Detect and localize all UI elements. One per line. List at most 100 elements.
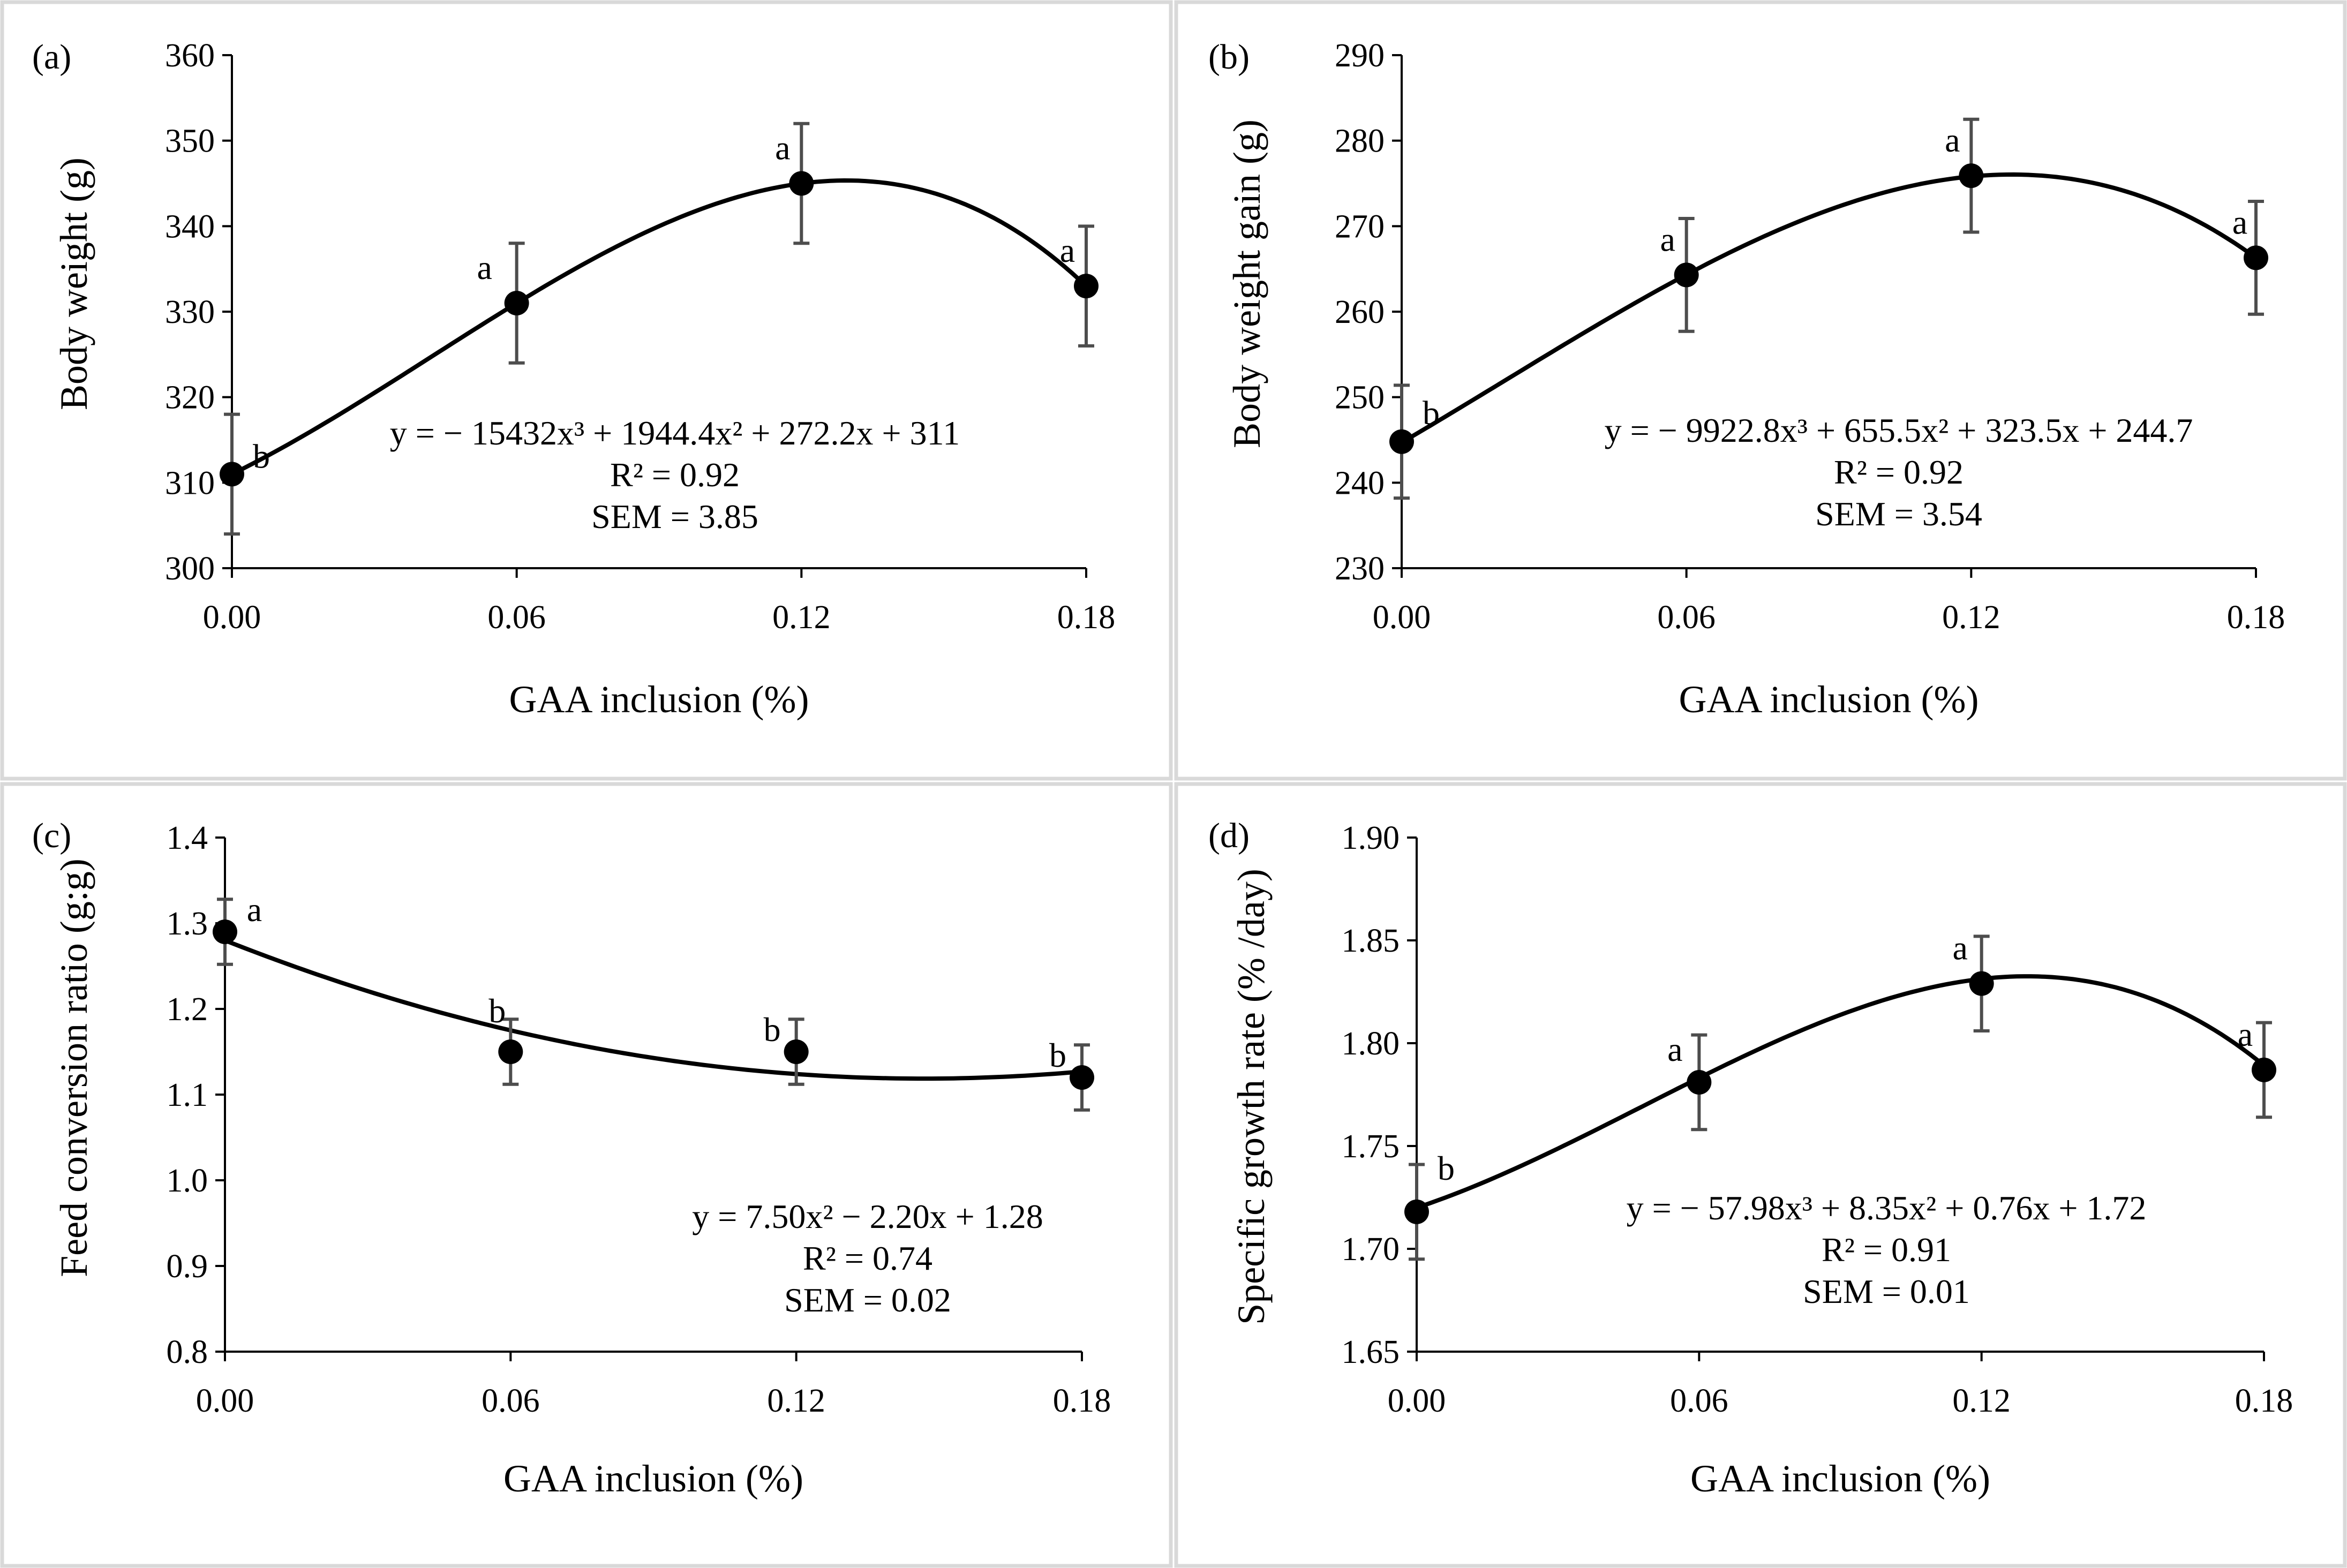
- y-tick-label: 290: [1335, 37, 1385, 74]
- x-tick-label: 0.00: [1388, 1383, 1446, 1419]
- y-tick-label: 320: [165, 380, 215, 416]
- x-axis-title: GAA inclusion (%): [1690, 1457, 1990, 1500]
- y-tick-label: 280: [1335, 123, 1385, 160]
- sem-label: SEM = 0.02: [784, 1281, 951, 1319]
- significance-letter: a: [2232, 203, 2247, 241]
- y-tick-label: 1.0: [167, 1163, 208, 1199]
- y-tick-label: 1.75: [1342, 1128, 1400, 1165]
- significance-letter: a: [1660, 220, 1675, 258]
- y-tick-label: 230: [1335, 551, 1385, 587]
- y-tick-label: 1.70: [1342, 1231, 1400, 1268]
- y-axis-title: Feed conversion ratio (g:g): [52, 858, 95, 1277]
- data-point: [213, 919, 237, 944]
- y-tick-label: 1.85: [1342, 923, 1400, 959]
- y-tick-label: 310: [165, 465, 215, 501]
- panel-frame: [1174, 0, 2347, 781]
- r-squared-label: R² = 0.92: [610, 456, 740, 494]
- panel-d: 1.65 1.70 1.75 1.80 1.85 1.90 0.00 0.06 0.12 0.18…: [1174, 782, 2347, 1568]
- x-tick-label: 0.06: [1670, 1383, 1728, 1419]
- data-point: [784, 1039, 809, 1064]
- x-axis-title: GAA inclusion (%): [503, 1457, 803, 1500]
- regression-equation: y = − 9922.8x³ + 655.5x² + 323.5x + 244.…: [1605, 411, 2193, 449]
- panel-c: 0.8 0.9 1.0 1.1 1.2 1.3 1.4 0.00 0.06 0.12 0.18 GAA…: [0, 782, 1173, 1568]
- x-tick-label: 0.06: [1657, 599, 1716, 636]
- y-tick-label: 360: [165, 37, 215, 74]
- x-tick-label: 0.18: [1057, 599, 1116, 636]
- panel-frame: [1174, 782, 2347, 1568]
- panel-frame: [0, 0, 1173, 781]
- data-point: [1404, 1199, 1429, 1224]
- y-tick-label: 0.9: [167, 1248, 208, 1285]
- data-point: [498, 1039, 523, 1064]
- data-point: [1674, 262, 1699, 288]
- y-tick-label: 350: [165, 123, 215, 160]
- regression-equation: y = 7.50x² − 2.20x + 1.28: [692, 1197, 1043, 1235]
- y-tick-label: 1.80: [1342, 1026, 1400, 1062]
- x-tick-label: 0.18: [1053, 1383, 1111, 1419]
- r-squared-label: R² = 0.91: [1822, 1231, 1951, 1269]
- y-tick-label: 1.90: [1342, 820, 1400, 856]
- fitted-curve: [1416, 974, 2266, 1210]
- significance-letter: b: [253, 437, 270, 475]
- r-squared-label: R² = 0.92: [1834, 453, 1964, 491]
- sem-label: SEM = 3.85: [591, 497, 758, 536]
- data-point: [1389, 429, 1414, 454]
- data-point: [1959, 163, 1984, 189]
- data-point: [504, 291, 529, 316]
- y-tick-label: 1.2: [167, 991, 208, 1028]
- y-tick-label: 1.65: [1342, 1334, 1400, 1370]
- y-tick-label: 300: [165, 551, 215, 587]
- x-tick-label: 0.06: [482, 1383, 540, 1419]
- significance-letter: b: [1438, 1149, 1455, 1187]
- significance-letter: a: [1667, 1030, 1682, 1068]
- y-axis-title: Body weight gain (g): [1225, 119, 1268, 448]
- y-tick-label: 250: [1335, 380, 1385, 416]
- significance-letter: b: [1049, 1036, 1066, 1074]
- y-tick-label: 0.8: [167, 1334, 208, 1370]
- data-point: [220, 462, 244, 487]
- y-tick-label: 270: [1335, 208, 1385, 245]
- x-axis-title: GAA inclusion (%): [509, 678, 809, 721]
- panel-a: 300 310 320 330 340 350 360 0.00 0.06 0.12 0.18 GAA…: [0, 0, 1173, 781]
- significance-letter: b: [488, 992, 506, 1030]
- y-tick-label: 260: [1335, 294, 1385, 330]
- x-tick-label: 0.06: [487, 599, 546, 636]
- data-point: [1074, 274, 1099, 299]
- x-tick-label: 0.00: [203, 599, 261, 636]
- x-tick-label: 0.12: [772, 599, 831, 636]
- x-tick-label: 0.18: [2227, 599, 2285, 636]
- panel-label: (c): [32, 816, 71, 855]
- y-tick-label: 1.1: [167, 1077, 208, 1113]
- data-point: [1687, 1069, 1712, 1095]
- y-tick-label: 340: [165, 208, 215, 245]
- significance-letter: a: [477, 248, 492, 287]
- y-tick-label: 330: [165, 294, 215, 330]
- y-axis-title: Body weight (g): [52, 157, 95, 410]
- data-point: [789, 171, 814, 196]
- fitted-curve: [231, 178, 1088, 476]
- significance-letter: a: [2238, 1015, 2253, 1053]
- y-axis-title: Specific growth rate (% /day): [1230, 869, 1273, 1325]
- panel-frame: [0, 782, 1173, 1568]
- panel-label: (a): [32, 37, 71, 77]
- fitted-curve: [224, 938, 1082, 1081]
- panel-label: (d): [1208, 816, 1250, 855]
- significance-letter: a: [247, 891, 262, 929]
- panel-label: (b): [1208, 37, 1250, 77]
- panel-b: 230 240 250 260 270 280 290 0.00 0.06 0.12 0.18 GAA…: [1174, 0, 2347, 781]
- x-tick-label: 0.18: [2235, 1383, 2293, 1419]
- data-point: [1969, 971, 1994, 996]
- regression-equation: y = − 15432x³ + 1944.4x² + 272.2x + 311: [390, 414, 960, 452]
- y-tick-label: 240: [1335, 465, 1385, 501]
- significance-letter: a: [775, 129, 790, 167]
- data-point: [2244, 245, 2268, 270]
- r-squared-label: R² = 0.74: [803, 1239, 932, 1277]
- x-tick-label: 0.12: [767, 1383, 825, 1419]
- x-axis-title: GAA inclusion (%): [1679, 678, 1979, 721]
- x-tick-label: 0.00: [196, 1383, 254, 1419]
- data-point: [2252, 1057, 2276, 1082]
- sem-label: SEM = 0.01: [1803, 1272, 1970, 1310]
- y-tick-label: 1.3: [167, 906, 208, 942]
- significance-letter: b: [764, 1011, 781, 1049]
